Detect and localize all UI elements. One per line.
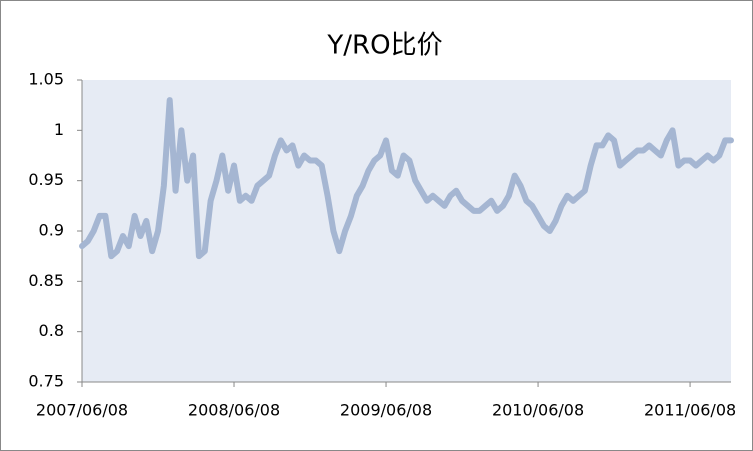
y-tick-label: 0.85 <box>28 271 64 290</box>
y-tick-label: 0.75 <box>28 372 64 391</box>
y-tick-label: 1.05 <box>28 70 64 89</box>
x-tick-label: 2009/06/08 <box>340 401 432 420</box>
x-tick-label: 2011/06/08 <box>644 401 736 420</box>
y-tick-label: 1 <box>54 120 64 139</box>
data-line <box>79 97 734 260</box>
x-tick-label: 2010/06/08 <box>492 401 584 420</box>
x-tick-label: 2008/06/08 <box>188 401 280 420</box>
x-tick-label: 2007/06/08 <box>36 401 128 420</box>
plot-area <box>82 80 731 382</box>
y-tick-label: 0.8 <box>39 321 64 340</box>
y-tick-label: 0.95 <box>28 170 64 189</box>
y-tick-label: 0.9 <box>39 221 64 240</box>
chart-title: Y/RO比价 <box>326 31 442 61</box>
